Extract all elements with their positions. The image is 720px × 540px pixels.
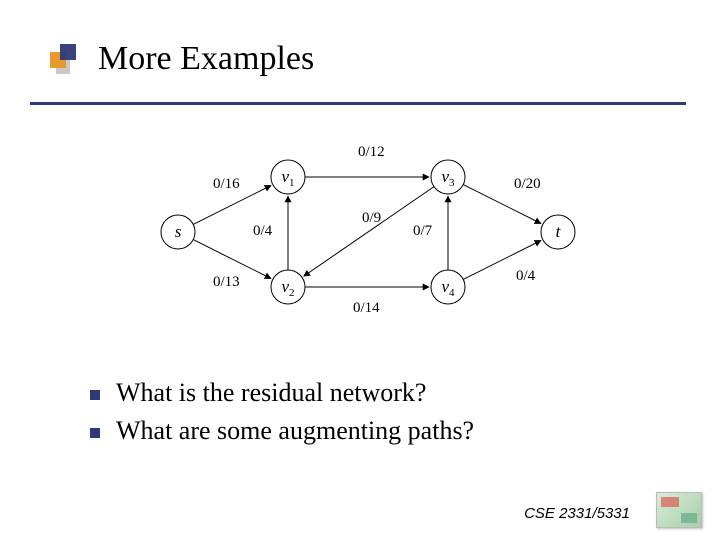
svg-text:0/4: 0/4 xyxy=(516,268,536,284)
svg-text:0/4: 0/4 xyxy=(253,223,273,239)
svg-text:0/7: 0/7 xyxy=(413,223,433,239)
bullet-icon xyxy=(90,390,100,400)
list-item: What are some augmenting paths? xyxy=(90,416,474,446)
title-rule xyxy=(30,102,686,105)
slide-title: More Examples xyxy=(98,40,314,78)
bullet-text: What is the residual network? xyxy=(116,378,426,408)
bullet-list: What is the residual network? What are s… xyxy=(90,378,474,454)
bullet-text: What are some augmenting paths? xyxy=(116,416,474,446)
bullet-icon xyxy=(90,428,100,438)
svg-text:0/13: 0/13 xyxy=(213,274,240,290)
svg-text:0/20: 0/20 xyxy=(514,176,541,192)
svg-text:0/14: 0/14 xyxy=(353,300,380,316)
title-ornament xyxy=(50,44,92,86)
svg-text:s: s xyxy=(175,222,182,241)
slide-logo xyxy=(656,492,702,528)
svg-text:0/9: 0/9 xyxy=(362,210,381,226)
list-item: What is the residual network? xyxy=(90,378,474,408)
svg-text:0/12: 0/12 xyxy=(358,144,385,160)
course-code-footer: CSE 2331/5331 xyxy=(524,505,630,522)
svg-text:0/16: 0/16 xyxy=(213,176,240,192)
flow-network-graph: 0/160/130/120/40/90/140/70/200/4sv1v2v3v… xyxy=(138,132,598,332)
